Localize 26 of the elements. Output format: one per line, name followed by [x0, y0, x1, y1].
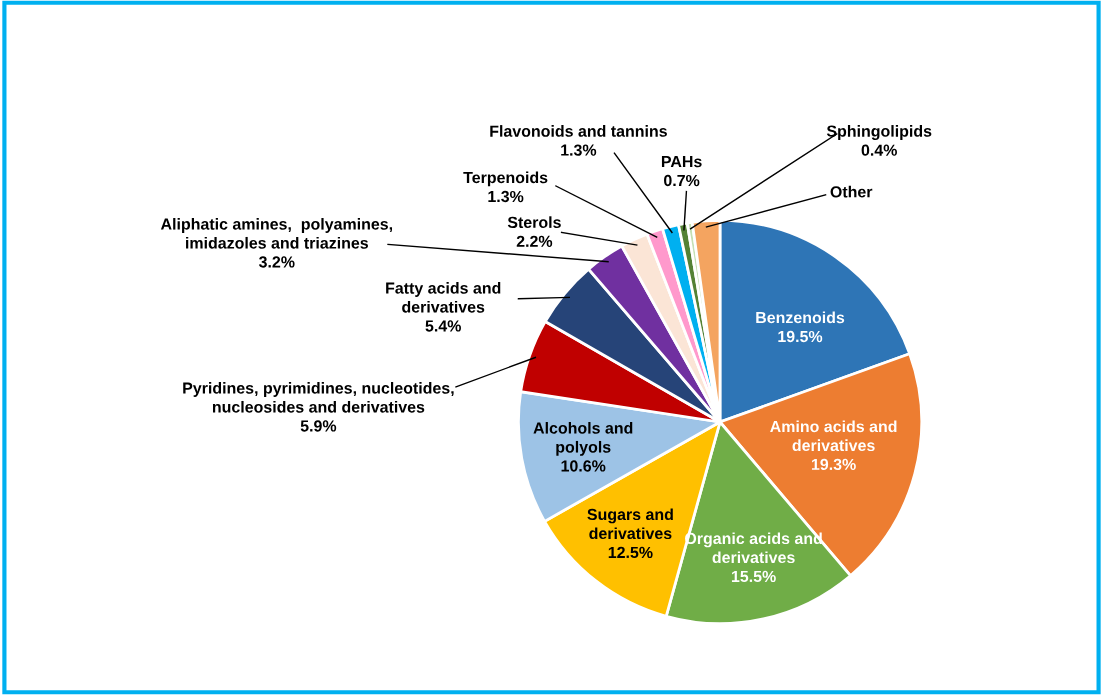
- slice-label: Sphingolipids: [826, 125, 932, 141]
- data-label: 10.6%: [561, 460, 606, 472]
- slice-label: Pyridines, pyrimidines, nucleotides, nucleosides and derivatives: [183, 382, 454, 413]
- data-label: 5.9%: [300, 420, 337, 432]
- slice-label: Sterols: [507, 216, 561, 229]
- data-label: 19.5%: [778, 330, 823, 343]
- slice-label: PAHs: [661, 156, 702, 168]
- data-label: 3.2%: [258, 256, 295, 268]
- slice-label: Flavonoids and tannins: [490, 125, 667, 137]
- slice-label: Alcohols and polyols: [533, 422, 633, 456]
- data-label: 0.4%: [861, 144, 897, 156]
- slice-label: Aliphatic amines, polyamines, imidazoles and triazines: [160, 218, 393, 249]
- slice-label: Benzenoids: [756, 311, 845, 324]
- slice-label: Terpenoids: [463, 171, 548, 187]
- data-label: 1.3%: [561, 144, 597, 156]
- data-label: 1.3%: [488, 190, 524, 203]
- data-label: 19.3%: [811, 458, 856, 471]
- slice-label: Sugars and derivatives: [587, 508, 673, 540]
- data-label: 0.7%: [664, 174, 700, 187]
- data-label: 2.2%: [516, 235, 553, 247]
- data-label: 5.4%: [425, 320, 461, 332]
- slice-label: Amino acids and derivatives: [770, 420, 897, 452]
- slice-label: Other: [830, 185, 873, 198]
- slice-label: Fatty acids and derivatives: [386, 282, 501, 313]
- data-label: 12.5%: [608, 546, 653, 559]
- data-label: 15.5%: [731, 570, 776, 583]
